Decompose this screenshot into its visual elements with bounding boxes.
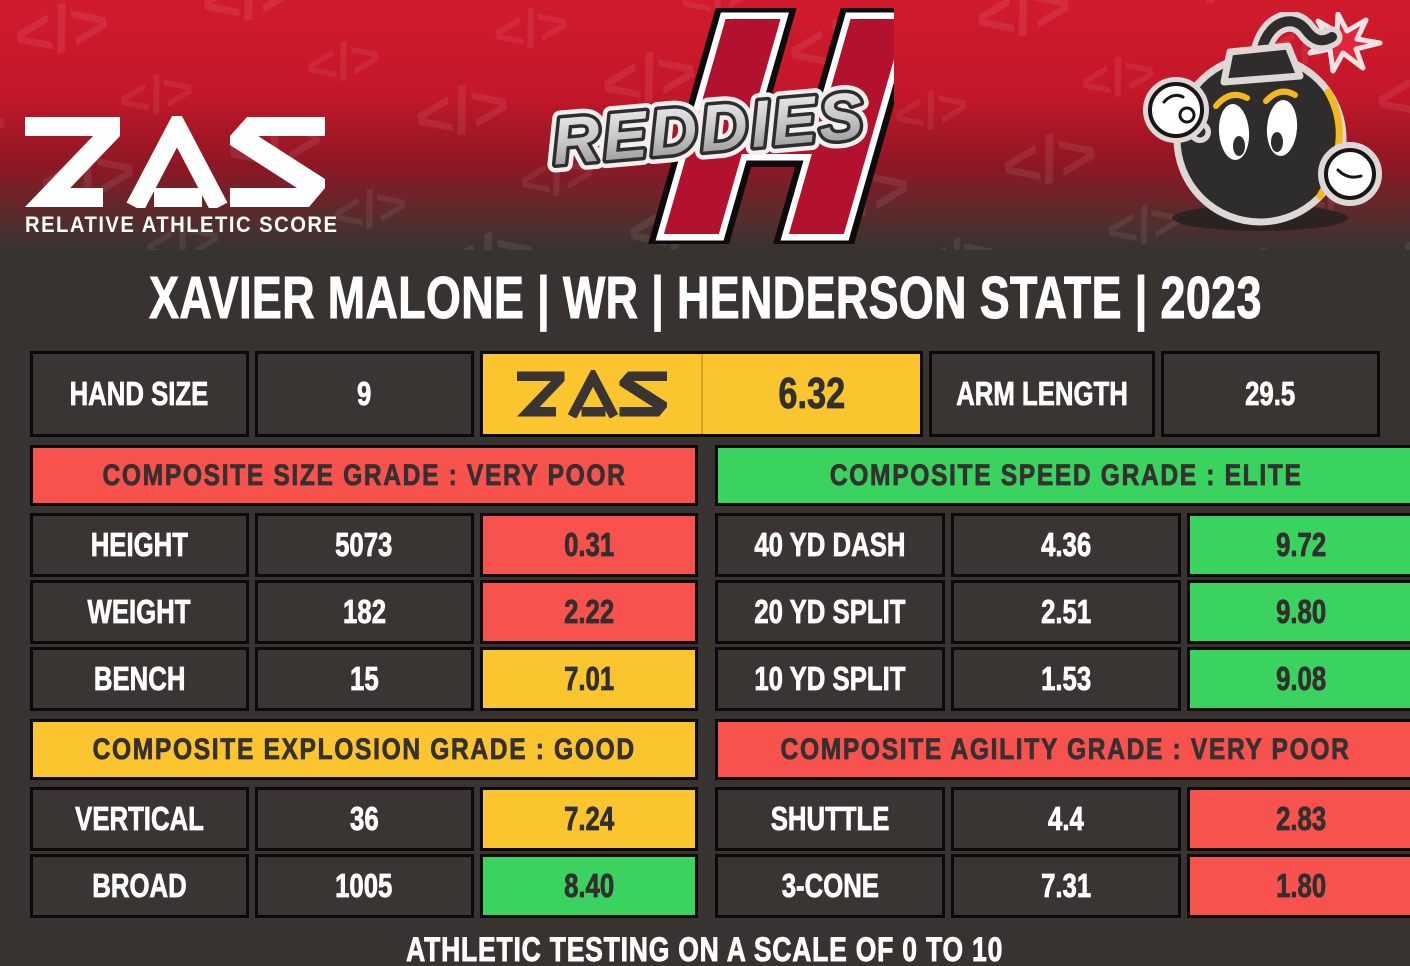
stat-label-cell: 20 YD SPLIT — [715, 580, 946, 644]
scale-note-text: ATHLETIC TESTING ON A SCALE OF 0 TO 10 — [406, 930, 1004, 966]
section-agility: COMPOSITE AGILITY GRADE : VERY POOR SHUT… — [715, 719, 1410, 918]
team-monogram — [647, 6, 923, 247]
stat-score-cell: 9.08 — [1186, 647, 1410, 711]
right-column: COMPOSITE SPEED GRADE : ELITE 40 YD DASH… — [715, 437, 1410, 921]
stat-score-cell: 1.80 — [1186, 854, 1410, 918]
stat-row-10yd: 10 YD SPLIT 1.53 9.08 — [715, 647, 1410, 711]
stat-sections: COMPOSITE SIZE GRADE : VERY POOR HEIGHT … — [30, 437, 1410, 921]
stat-row-bench: BENCH 15 7.01 — [30, 647, 699, 711]
stat-row-shuttle: SHUTTLE 4.4 2.83 — [715, 787, 1410, 851]
scale-note: ATHLETIC TESTING ON A SCALE OF 0 TO 10 — [0, 921, 1410, 966]
stat-label-cell: HEIGHT — [30, 513, 249, 577]
section-size: COMPOSITE SIZE GRADE : VERY POOR HEIGHT … — [30, 445, 699, 711]
section-explosion: COMPOSITE EXPLOSION GRADE : GOOD VERTICA… — [30, 719, 699, 918]
player-title-bar: XAVIER MALONE | WR | HENDERSON STATE | 2… — [0, 250, 1410, 345]
stat-row-40yd: 40 YD DASH 4.36 9.72 — [715, 513, 1410, 577]
stat-score-cell: 7.24 — [479, 787, 699, 851]
stat-label-cell: SHUTTLE — [715, 787, 946, 851]
stats-table: HAND SIZE 9 6.32 — [0, 351, 1410, 921]
stat-value-cell: 4.36 — [951, 513, 1181, 577]
stat-label-cell: VERTICAL — [30, 787, 249, 851]
hero-banner: </> </> RELATIVE ATHLETIC — [0, 0, 1410, 250]
team-logo-icon: REDDIES REDDIES REDDIES — [541, 6, 923, 247]
agility-grade-banner: COMPOSITE AGILITY GRADE : VERY POOR — [715, 719, 1410, 780]
stat-row-20yd: 20 YD SPLIT 2.51 9.80 — [715, 580, 1410, 644]
stat-score-cell: 2.22 — [479, 580, 699, 644]
stat-row-vertical: VERTICAL 36 7.24 — [30, 787, 699, 851]
stat-score-cell: 8.40 — [479, 854, 699, 918]
stat-row-broad: BROAD 1005 8.40 — [30, 854, 699, 918]
arm-length-label-cell: ARM LENGTH — [929, 351, 1156, 437]
ras-score-value: 6.32 — [778, 369, 846, 419]
ras-logo-cell — [483, 354, 702, 434]
speed-grade-banner: COMPOSITE SPEED GRADE : ELITE — [715, 445, 1410, 506]
stat-label-cell: 10 YD SPLIT — [715, 647, 946, 711]
ras-brand-logo: RELATIVE ATHLETIC SCORE — [25, 116, 339, 238]
bomb-mascot-icon — [1142, 10, 1384, 241]
hand-size-value-cell: 9 — [254, 351, 474, 437]
reddies-logo: REDDIES REDDIES REDDIES — [524, 6, 923, 249]
stat-label-cell: 3-CONE — [715, 854, 946, 918]
stat-value-cell: 5073 — [254, 513, 474, 577]
player-title: XAVIER MALONE | WR | HENDERSON STATE | 2… — [148, 264, 1262, 332]
size-grade-banner: COMPOSITE SIZE GRADE : VERY POOR — [30, 445, 699, 506]
stat-value-cell: 1.53 — [951, 647, 1181, 711]
stat-value-cell: 4.4 — [951, 787, 1181, 851]
left-column: COMPOSITE SIZE GRADE : VERY POOR HEIGHT … — [30, 437, 699, 921]
brand-tagline: RELATIVE ATHLETIC SCORE — [25, 212, 339, 237]
stat-score-cell: 2.83 — [1186, 787, 1410, 851]
stat-label-cell: BROAD — [30, 854, 249, 918]
stat-label-cell: 40 YD DASH — [715, 513, 946, 577]
stat-row-weight: WEIGHT 182 2.22 — [30, 580, 699, 644]
stat-label-cell: BENCH — [30, 647, 249, 711]
ras-logo-icon — [25, 116, 325, 208]
stat-row-3cone: 3-CONE 7.31 1.80 — [715, 854, 1410, 918]
stat-value-cell: 15 — [254, 647, 474, 711]
ras-logo-icon — [516, 370, 667, 418]
stat-value-cell: 36 — [254, 787, 474, 851]
stat-row-height: HEIGHT 5073 0.31 — [30, 513, 699, 577]
explosion-grade-banner: COMPOSITE EXPLOSION GRADE : GOOD — [30, 719, 699, 780]
stat-value-cell: 2.51 — [951, 580, 1181, 644]
stat-value-cell: 182 — [254, 580, 474, 644]
section-speed: COMPOSITE SPEED GRADE : ELITE 40 YD DASH… — [715, 445, 1410, 711]
arm-length-value-cell: 29.5 — [1161, 351, 1380, 437]
stat-score-cell: 9.72 — [1186, 513, 1410, 577]
stat-value-cell: 7.31 — [951, 854, 1181, 918]
stat-label-cell: WEIGHT — [30, 580, 249, 644]
stat-score-cell: 7.01 — [479, 647, 699, 711]
stat-score-cell: 9.80 — [1186, 580, 1410, 644]
ras-score-cell: 6.32 — [701, 354, 920, 434]
summary-row: HAND SIZE 9 6.32 — [30, 351, 1380, 437]
hand-size-label-cell: HAND SIZE — [30, 351, 249, 437]
stat-score-cell: 0.31 — [479, 513, 699, 577]
stat-value-cell: 1005 — [254, 854, 474, 918]
ras-score-panel: 6.32 — [479, 351, 924, 437]
